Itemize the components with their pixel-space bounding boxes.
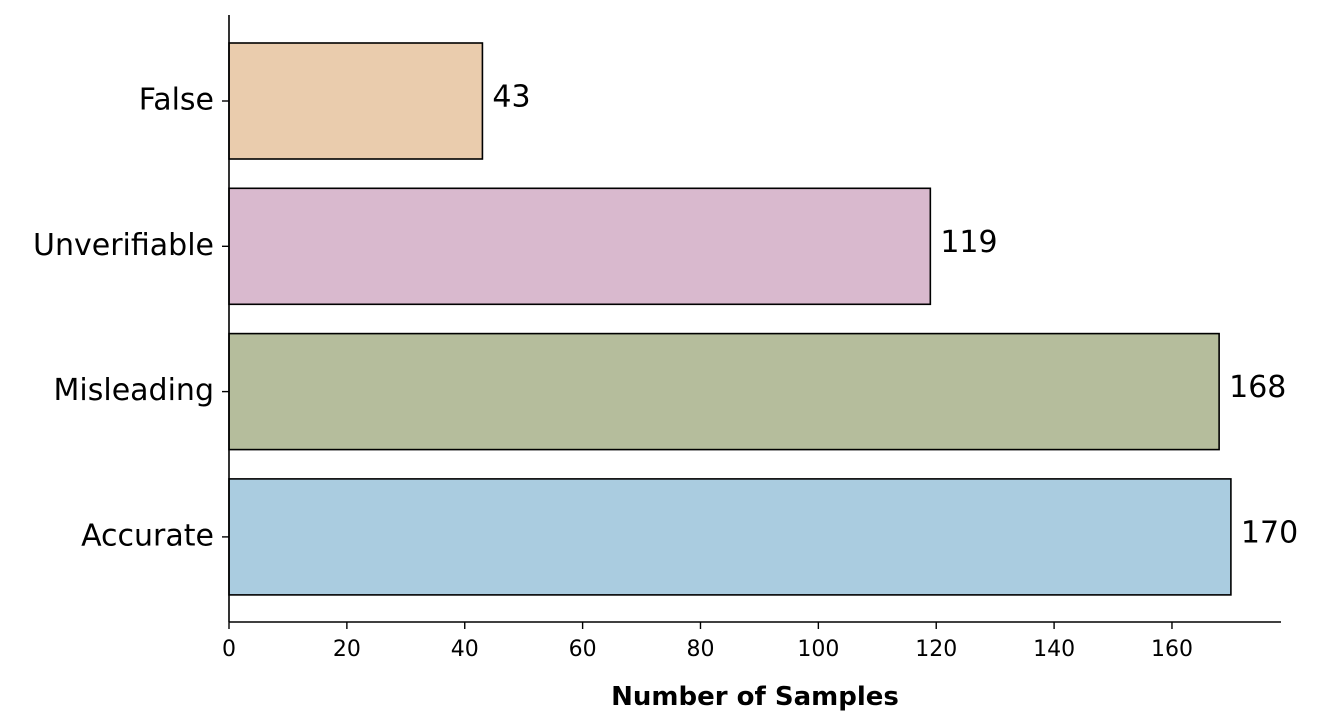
x-tick-label-160: 160 xyxy=(1151,637,1193,662)
bar-false xyxy=(228,42,484,160)
y-tick-label-unverifiable: Unverifiable xyxy=(33,228,214,263)
value-labels-group: 43 119 168 170 xyxy=(492,80,1298,551)
x-tick-label-40: 40 xyxy=(451,637,479,662)
value-label-false: 43 xyxy=(492,80,530,115)
bar-unverifiable xyxy=(228,187,932,306)
x-tick-label-100: 100 xyxy=(797,637,839,662)
x-tick-label-0: 0 xyxy=(222,637,236,662)
y-axis: False Unverifiable Misleading Accurate xyxy=(33,15,230,622)
value-label-misleading: 168 xyxy=(1229,370,1286,405)
x-tick-label-80: 80 xyxy=(686,637,714,662)
x-tick-label-120: 120 xyxy=(915,637,957,662)
x-tick-label-20: 20 xyxy=(333,637,361,662)
value-label-accurate: 170 xyxy=(1241,515,1298,550)
y-tick-label-false: False xyxy=(139,83,214,118)
x-axis-title: Number of Samples xyxy=(611,682,899,712)
x-tick-label-60: 60 xyxy=(569,637,597,662)
y-tick-label-misleading: Misleading xyxy=(54,373,214,408)
x-axis: 0 20 40 60 80 100 120 140 160 xyxy=(222,621,1281,662)
x-tick-label-140: 140 xyxy=(1033,637,1075,662)
bars-group xyxy=(228,42,1232,596)
value-label-unverifiable: 119 xyxy=(940,225,997,260)
y-tick-label-accurate: Accurate xyxy=(81,518,214,553)
bar-misleading xyxy=(228,332,1220,451)
bar-accurate xyxy=(228,478,1232,596)
